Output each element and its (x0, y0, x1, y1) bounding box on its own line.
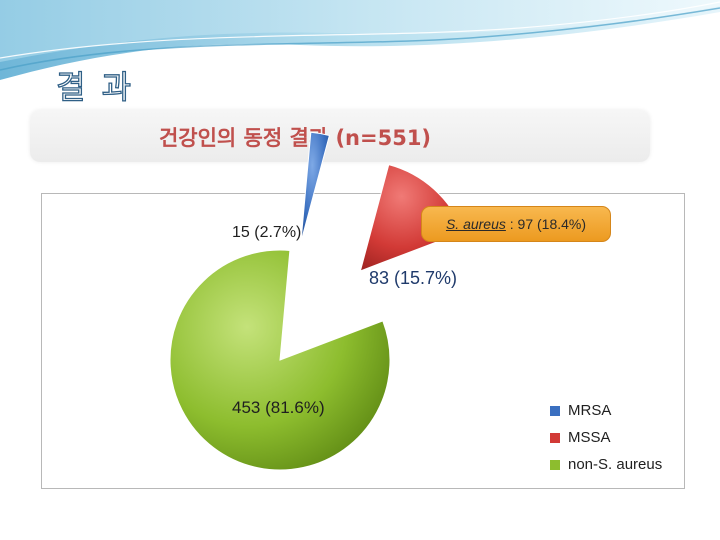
legend-item-mrsa: MRSA (550, 397, 662, 424)
header-swoosh-decoration (0, 0, 720, 80)
legend-swatch-mssa (550, 432, 560, 443)
legend-label-mrsa: MRSA (568, 402, 612, 419)
legend-label-non-s-aureus: non-S. aureus (568, 456, 663, 473)
legend-item-non-s-aureus: non-S. aureus (550, 451, 662, 478)
pie-slice-mrsa (300, 131, 330, 242)
pie-slice-non-s-aureus (169, 249, 391, 471)
callout-species: S. aureus (445, 216, 506, 232)
data-label-non-s-aureus: 453 (81.6%) (232, 398, 325, 417)
s-aureus-callout: S. aureus : 97 (18.4%) (421, 206, 611, 242)
data-label-mrsa: 15 (2.7%) (232, 224, 302, 241)
chart-subtitle: 건강인의 동정 결과 (n=551) (158, 126, 432, 150)
legend-item-mssa: MSSA (550, 424, 662, 451)
legend-label-mssa: MSSA (568, 429, 611, 446)
legend-swatch-non-s-aureus (550, 459, 560, 470)
legend-swatch-mrsa (550, 405, 560, 416)
callout-count: : 97 (18.4%) (505, 216, 587, 232)
slide-title: 결 과 (55, 67, 135, 106)
subtitle-box: 건강인의 동정 결과 (n=551) (30, 110, 650, 162)
legend: MRSA MSSA non-S. aureus (550, 397, 662, 478)
data-label-mssa: 83 (15.7%) (369, 268, 458, 288)
